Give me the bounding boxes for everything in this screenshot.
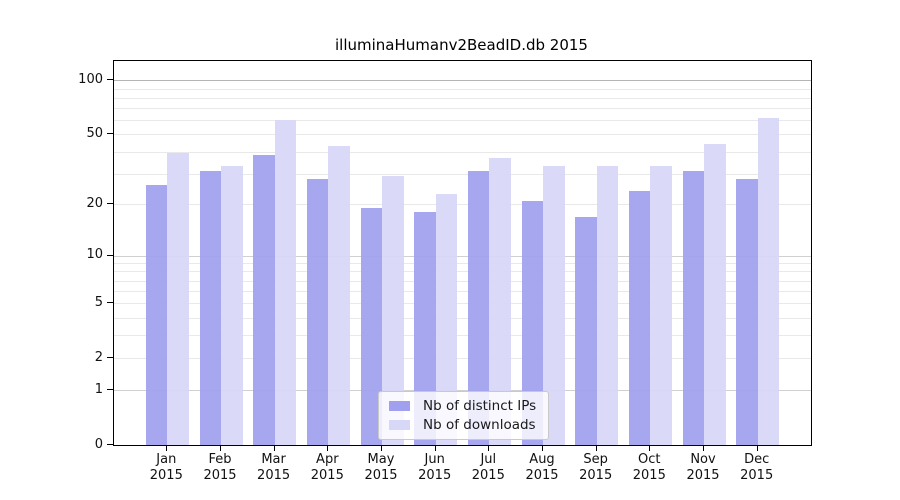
bar-oct-distinct-ips xyxy=(628,190,651,445)
x-tick-label-jul: Jul 2015 xyxy=(471,452,505,483)
x-tick-jul xyxy=(488,445,490,451)
x-tick-jun xyxy=(434,445,436,451)
gridline-50 xyxy=(114,134,811,136)
y-tick-0 xyxy=(107,444,113,445)
gridline-7 xyxy=(114,280,811,282)
bar-nov-distinct-ips xyxy=(682,171,704,445)
y-tick-label-0: 0 xyxy=(94,436,103,452)
x-tick-label-nov: Nov 2015 xyxy=(686,452,720,483)
x-tick-label-dec: Dec 2015 xyxy=(740,452,774,483)
bar-sep-downloads xyxy=(596,166,619,445)
x-tick-sep xyxy=(595,445,597,451)
bar-may-downloads xyxy=(382,176,404,445)
x-tick-label-apr: Apr 2015 xyxy=(310,452,344,483)
legend-swatch-distinct-ips xyxy=(389,401,410,411)
x-tick-aug xyxy=(542,445,543,451)
bar-apr-downloads xyxy=(328,145,350,445)
y-tick-20 xyxy=(107,203,113,205)
x-tick-nov xyxy=(703,445,704,451)
y-tick-label-1: 1 xyxy=(94,381,103,397)
bar-aug-distinct-ips xyxy=(521,200,543,445)
x-tick-label-aug: Aug 2015 xyxy=(525,452,559,483)
y-tick-100 xyxy=(107,79,113,81)
gridline-6 xyxy=(114,291,811,293)
bar-apr-distinct-ips xyxy=(306,178,329,445)
y-tick-label-2: 2 xyxy=(94,349,103,365)
bar-jun-distinct-ips xyxy=(414,212,436,445)
x-tick-label-feb: Feb 2015 xyxy=(203,452,237,483)
bar-dec-downloads xyxy=(757,117,780,445)
plot-area xyxy=(113,60,812,446)
gridline-90 xyxy=(114,88,811,90)
bar-may-distinct-ips xyxy=(360,208,382,445)
x-tick-apr xyxy=(327,445,329,451)
legend-label-downloads: Nb of downloads xyxy=(423,417,536,433)
y-tick-label-20: 20 xyxy=(86,195,103,211)
bar-feb-distinct-ips xyxy=(199,171,221,445)
bar-jul-downloads xyxy=(489,157,511,445)
x-tick-mar xyxy=(273,445,275,451)
x-tick-label-jun: Jun 2015 xyxy=(418,452,452,483)
gridline-40 xyxy=(114,151,811,153)
gridline-3 xyxy=(114,335,811,337)
y-tick-2 xyxy=(107,357,113,359)
bar-feb-downloads xyxy=(221,166,243,445)
legend-swatch-downloads xyxy=(389,420,410,430)
bar-jan-distinct-ips xyxy=(145,184,168,445)
bar-jan-downloads xyxy=(167,153,189,445)
bar-jul-distinct-ips xyxy=(467,171,490,445)
gridline-70 xyxy=(114,108,811,110)
y-tick-1 xyxy=(107,389,113,391)
gridline-5 xyxy=(114,303,811,305)
gridline-30 xyxy=(114,173,811,175)
bar-sep-distinct-ips xyxy=(575,216,597,445)
gridline-9 xyxy=(114,263,811,264)
y-tick-label-10: 10 xyxy=(86,247,103,262)
chart-title: illuminaHumanv2BeadID.db 2015 xyxy=(335,36,588,54)
legend-label-distinct-ips: Nb of distinct IPs xyxy=(423,398,537,414)
x-tick-label-may: May 2015 xyxy=(364,452,398,483)
bar-oct-downloads xyxy=(650,166,672,445)
legend-item-downloads: Nb of downloads xyxy=(389,417,536,433)
gridline-4 xyxy=(114,317,811,319)
x-tick-jan xyxy=(166,445,168,451)
bar-mar-distinct-ips xyxy=(253,155,275,445)
gridline-60 xyxy=(114,120,811,122)
gridline-100 xyxy=(114,80,811,82)
bar-dec-distinct-ips xyxy=(736,178,758,445)
gridline-10 xyxy=(114,255,811,257)
bar-nov-downloads xyxy=(704,144,726,445)
gridline-20 xyxy=(114,204,811,206)
bar-aug-downloads xyxy=(543,166,565,445)
legend: Nb of distinct IPs Nb of downloads xyxy=(378,391,550,440)
y-tick-5 xyxy=(107,302,113,304)
x-tick-label-oct: Oct 2015 xyxy=(632,452,666,483)
gridline-1 xyxy=(114,390,811,392)
gridline-2 xyxy=(114,358,811,360)
gridline-80 xyxy=(114,97,811,99)
y-tick-label-50: 50 xyxy=(86,125,103,141)
y-tick-label-5: 5 xyxy=(94,294,103,310)
legend-item-distinct-ips: Nb of distinct IPs xyxy=(389,398,536,414)
x-tick-label-jan: Jan 2015 xyxy=(149,452,183,483)
x-tick-feb xyxy=(220,445,221,451)
y-tick-label-100: 100 xyxy=(78,71,103,87)
x-tick-label-mar: Mar 2015 xyxy=(257,452,291,483)
x-tick-dec xyxy=(756,445,758,451)
y-tick-10 xyxy=(107,254,113,256)
x-tick-label-sep: Sep 2015 xyxy=(579,452,613,483)
y-tick-50 xyxy=(107,133,113,135)
bar-mar-downloads xyxy=(274,120,297,445)
bar-jun-downloads xyxy=(435,193,458,445)
gridline-8 xyxy=(114,271,811,273)
x-tick-oct xyxy=(649,445,651,451)
x-tick-may xyxy=(381,445,382,451)
